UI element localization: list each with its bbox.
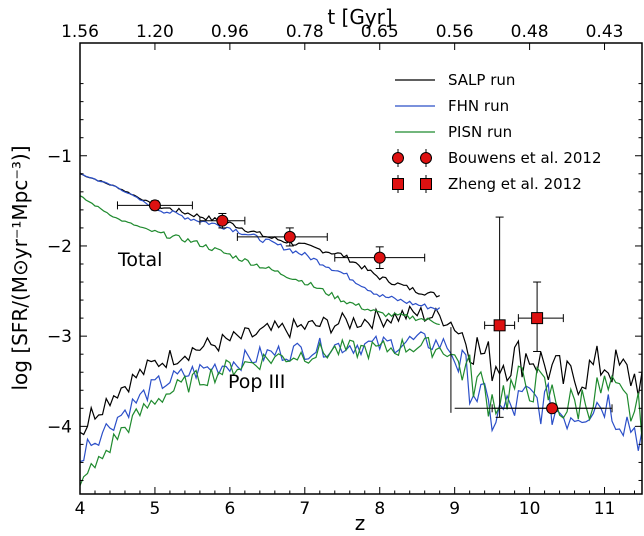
x-tick-label: 7 — [299, 499, 310, 519]
observation-points — [116, 199, 613, 418]
simulation-curves — [79, 172, 643, 486]
series-line-pisn-run-total — [79, 195, 440, 326]
x-tick-label: 6 — [224, 499, 235, 519]
series-line-pisn-run-popiii — [79, 336, 643, 486]
legend-label: Bouwens et al. 2012 — [448, 149, 602, 167]
top-tick-label: 0.43 — [586, 22, 624, 42]
top-tick-label: 0.56 — [436, 22, 474, 42]
x-tick-label: 9 — [449, 499, 460, 519]
top-axis-label: t [Gyr] — [327, 5, 392, 29]
top-tick-label: 0.65 — [361, 22, 399, 42]
bouwens-marker — [148, 199, 161, 212]
y-axis-label: log [SFR/(M⊙yr⁻¹Mpc⁻³)] — [8, 145, 32, 390]
y-tick-label: −3 — [47, 327, 72, 347]
x-tick-label: 5 — [150, 499, 161, 519]
legend-label: PISN run — [448, 123, 512, 141]
legend-label: Zheng et al. 2012 — [448, 175, 582, 193]
legend-circle-marker — [420, 152, 432, 164]
y-tick-label: −4 — [47, 417, 72, 437]
y-tick-label: −2 — [47, 237, 72, 257]
series-line-fhn-run-popiii — [79, 331, 643, 463]
x-tick-label: 4 — [75, 499, 86, 519]
top-tick-label: 0.78 — [286, 22, 324, 42]
legend-square-marker — [392, 178, 404, 190]
zheng-marker — [531, 312, 544, 325]
annotation-total: Total — [117, 249, 162, 271]
axis-ticks: 4 5 6 7 8 9 10 11 −4 −3 −2 −1 1.56 1.20 0.96 0.78 0.65 0.… — [47, 22, 642, 519]
y-tick-label: −1 — [47, 147, 72, 167]
top-tick-label: 1.56 — [61, 22, 99, 42]
legend-circle-marker — [392, 152, 404, 164]
top-tick-label: 1.20 — [136, 22, 174, 42]
series-line-salp-run-popiii — [79, 305, 643, 436]
bouwens-marker — [283, 230, 296, 243]
x-tick-label: 11 — [594, 499, 616, 519]
top-tick-label: 0.48 — [511, 22, 549, 42]
x-axis-label: z — [355, 511, 366, 535]
legend-square-marker — [420, 178, 432, 190]
annotation-pop-iii: Pop III — [228, 371, 285, 393]
legend: SALP run FHN run PISN run Bouwens et al. 20… — [392, 71, 602, 193]
zheng-marker — [493, 319, 506, 332]
plot-frame — [79, 42, 643, 495]
series-line-fhn-run-total — [79, 172, 441, 311]
top-tick-label: 0.96 — [211, 22, 249, 42]
bouwens-marker — [373, 251, 386, 264]
x-tick-label: 10 — [519, 499, 541, 519]
x-tick-label: 8 — [374, 499, 385, 519]
legend-label: FHN run — [448, 97, 509, 115]
bouwens-marker — [546, 402, 559, 415]
bouwens-marker — [216, 214, 229, 227]
legend-label: SALP run — [448, 71, 515, 89]
series-line-salp-run-total — [79, 173, 440, 298]
